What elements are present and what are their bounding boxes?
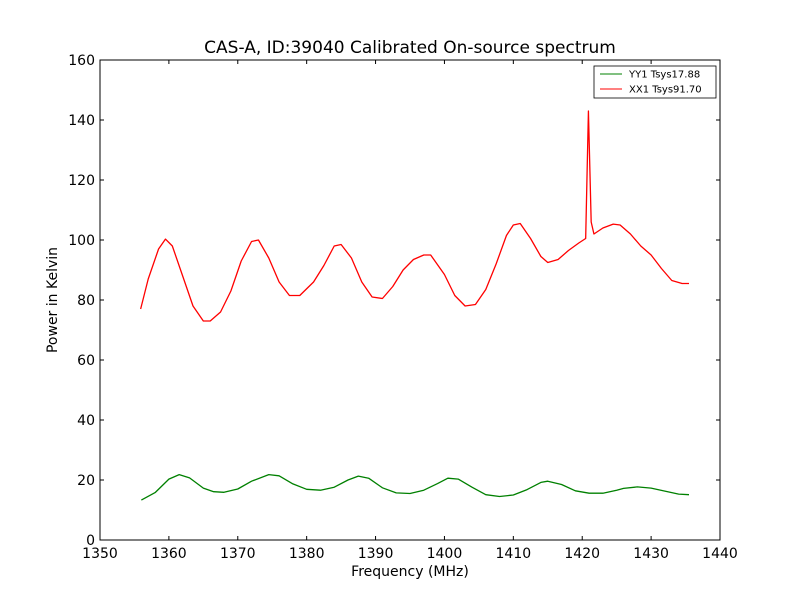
y-tick-label-7: 140 xyxy=(68,113,95,129)
x-tick-label-4: 1390 xyxy=(358,546,394,562)
y-tick-label-6: 120 xyxy=(68,173,95,189)
y-tick-label-0: 0 xyxy=(86,533,95,549)
x-tick-label-8: 1430 xyxy=(633,546,669,562)
y-axis-label: Power in Kelvin xyxy=(45,247,61,353)
axes-frame xyxy=(99,59,721,541)
series-line-1 xyxy=(140,110,689,322)
x-tick-label-7: 1420 xyxy=(564,546,600,562)
x-tick-label-9: 1440 xyxy=(702,546,738,562)
x-tick-label-6: 1410 xyxy=(496,546,532,562)
y-tick-label-3: 60 xyxy=(77,353,95,369)
series-line-0 xyxy=(141,473,690,501)
y-tick-label-5: 100 xyxy=(68,233,95,249)
legend-label-yy1: YY1 Tsys17.88 xyxy=(628,70,700,81)
x-axis-label: Frequency (MHz) xyxy=(351,564,469,580)
x-tick-label-0: 1350 xyxy=(82,546,118,562)
legend-label-xx1: XX1 Tsys91.70 xyxy=(629,85,702,96)
series-layer xyxy=(140,110,690,501)
y-tick-label-8: 160 xyxy=(68,53,95,69)
legend-box xyxy=(593,65,717,99)
legend: YY1 Tsys17.88 XX1 Tsys91.70 xyxy=(593,65,717,99)
ticks-layer: 1350 1360 1370 1380 1390 1400 1410 1420 1430 1440… xyxy=(68,53,738,562)
y-tick-label-4: 80 xyxy=(77,293,95,309)
x-tick-label-3: 1380 xyxy=(289,546,325,562)
x-tick-label-5: 1400 xyxy=(427,546,463,562)
x-tick-label-2: 1370 xyxy=(220,546,256,562)
chart-title: CAS-A, ID:39040 Calibrated On-source spe… xyxy=(204,38,616,58)
x-tick-label-1: 1360 xyxy=(151,546,187,562)
y-tick-label-1: 20 xyxy=(77,473,95,489)
y-tick-label-2: 40 xyxy=(77,413,95,429)
